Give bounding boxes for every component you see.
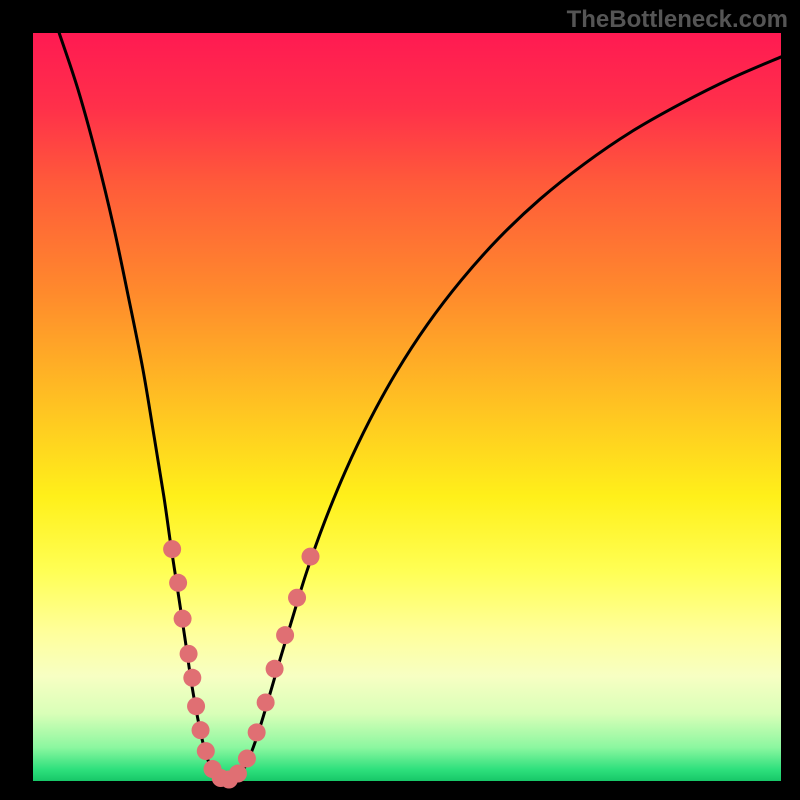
plot-area	[33, 33, 781, 781]
watermark-text: TheBottleneck.com	[567, 6, 788, 34]
frame: TheBottleneck.com	[0, 0, 800, 800]
